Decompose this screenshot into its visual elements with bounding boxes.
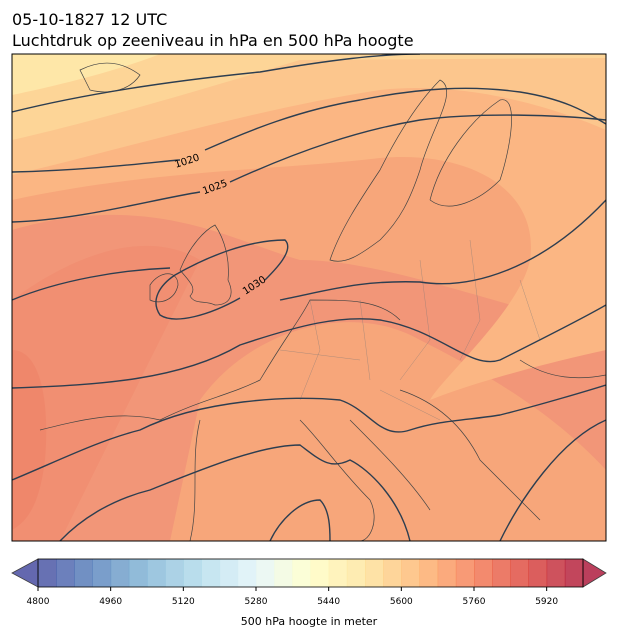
isobar [155, 239, 289, 320]
subtitle: Luchtdruk op zeeniveau in hPa en 500 hPa… [12, 31, 414, 50]
colorbar: 4800 4960 5120 5280 5440 5600 5760 5920 [11, 558, 607, 607]
isobar [59, 444, 411, 541]
isobar [269, 419, 606, 541]
coastline [329, 79, 447, 262]
colorbar-segment [74, 559, 93, 587]
colorbar-tick-label: 5920 [535, 597, 558, 607]
coastline [79, 62, 141, 93]
colorbar-segment [401, 559, 420, 587]
colorbar-segment [183, 559, 202, 587]
colorbar-frame [37, 558, 584, 588]
isobar [12, 54, 421, 113]
colorbar-segment [38, 559, 57, 587]
colorbar-segment [528, 559, 548, 587]
isobar [12, 199, 606, 301]
colorbar-tick-label: 5120 [172, 597, 195, 607]
map [12, 54, 606, 541]
fill-layer [12, 54, 606, 400]
colorbar-segment [546, 559, 566, 587]
colorbar-extend [11, 558, 39, 588]
colorbar-segment [147, 559, 166, 587]
coastline [179, 224, 232, 306]
colorbar-segment [492, 559, 511, 587]
colorbar-tick-label: 4800 [27, 597, 50, 607]
colorbar-segment [455, 559, 475, 587]
isobar [12, 384, 606, 481]
colorbar-segment [328, 559, 348, 587]
colorbar-segment [346, 559, 366, 587]
colorbar-segment [274, 559, 293, 587]
title: 05-10-1827 12 UTC [12, 10, 167, 29]
colorbar-segment [365, 559, 384, 587]
isobar [12, 114, 606, 223]
colorbar-tick-label: 5440 [317, 597, 340, 607]
isobar [12, 304, 606, 389]
fill-layer [12, 54, 160, 95]
colorbar-segment [310, 559, 330, 587]
colorbar-segment [383, 559, 402, 587]
colorbar-segment [237, 559, 257, 587]
colorbar-segment [201, 559, 221, 587]
colorbar-tick-label: 4960 [99, 597, 122, 607]
border [279, 239, 541, 421]
fill-layer [170, 322, 606, 541]
colorbar-segment [56, 559, 75, 587]
colorbar-segment [510, 559, 529, 587]
colorbar-segment [128, 559, 148, 587]
colorbar-segment [110, 559, 130, 587]
colorbar-tick-label: 5600 [390, 597, 413, 607]
colorbar-label: 500 hPa hoogte in meter [241, 615, 378, 628]
colorbar-segment [564, 559, 584, 587]
isobar [12, 87, 606, 173]
coastline [39, 299, 401, 541]
colorbar-segment [92, 559, 112, 587]
map-frame [11, 53, 607, 542]
colorbar-segment [256, 559, 275, 587]
colorbar-segment [474, 559, 493, 587]
fill-layer [12, 245, 200, 541]
colorbar-segment [437, 559, 457, 587]
coastline [429, 99, 512, 207]
colorbar-segment [165, 559, 184, 587]
colorbar-extend [582, 558, 607, 588]
coastline [399, 359, 606, 521]
colorbar-segment [219, 559, 239, 587]
coastline [299, 419, 431, 541]
colorbar-tick-label: 5760 [463, 597, 486, 607]
colorbar-segment [292, 559, 311, 587]
colorbar-segment [419, 559, 439, 587]
colorbar-tick-label: 5280 [245, 597, 268, 607]
fill-layer [12, 54, 606, 140]
